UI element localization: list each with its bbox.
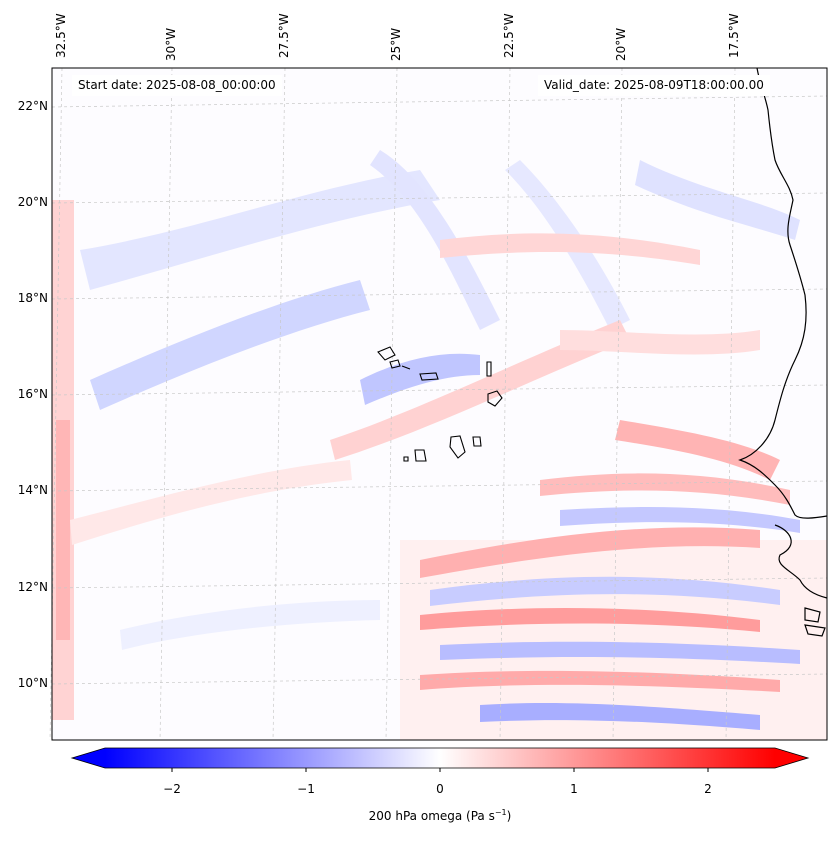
lon-label-32-5w: 32.5°W xyxy=(54,13,68,58)
colorbar-label: 200 hPa omega (Pa s−1) xyxy=(0,808,837,823)
cbar-tick-2: 2 xyxy=(704,782,712,796)
colorbar-label-text: 200 hPa omega (Pa s xyxy=(368,809,495,823)
cbar-tick-minus2: −2 xyxy=(163,782,181,796)
lat-label-12n: 12°N xyxy=(17,580,48,594)
lat-label-10n: 10°N xyxy=(17,676,48,690)
lat-label-16n: 16°N xyxy=(17,387,48,401)
lat-label-20n: 20°N xyxy=(17,195,48,209)
coastline xyxy=(738,67,828,637)
lat-label-14n: 14°N xyxy=(17,483,48,497)
cbar-tick-1: 1 xyxy=(570,782,578,796)
lon-label-30w: 30°W xyxy=(164,27,178,61)
colorbar xyxy=(70,747,810,772)
map-frame xyxy=(51,67,828,741)
omega-field xyxy=(52,150,827,740)
lon-label-22-5w: 22.5°W xyxy=(502,13,516,58)
cape-verde-islands xyxy=(377,346,503,462)
cbar-tick-0: 0 xyxy=(436,782,444,796)
lat-label-22n: 22°N xyxy=(17,99,48,113)
lon-label-17-5w: 17.5°W xyxy=(727,13,741,58)
colorbar-label-exponent: −1 xyxy=(494,808,507,817)
lon-label-27-5w: 27.5°W xyxy=(277,13,291,58)
valid-date-label: Valid_date: 2025-08-09T18:00:00.00 xyxy=(538,75,770,96)
lon-label-20w: 20°W xyxy=(614,27,628,61)
cbar-tick-minus1: −1 xyxy=(297,782,315,796)
lat-label-18n: 18°N xyxy=(17,291,48,305)
start-date-label: Start date: 2025-08-08_00:00:00 xyxy=(72,75,282,96)
colorbar-label-end: ) xyxy=(506,809,512,823)
lon-label-25w: 25°W xyxy=(389,27,403,61)
